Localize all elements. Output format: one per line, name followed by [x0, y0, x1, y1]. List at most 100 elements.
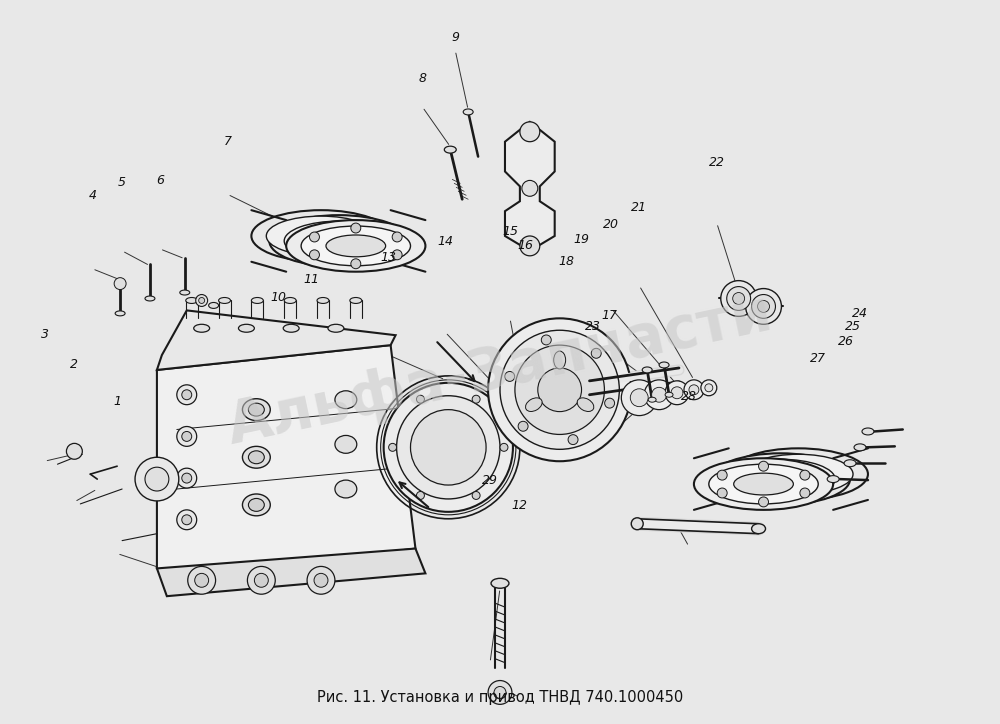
Circle shape: [199, 298, 205, 303]
Circle shape: [727, 287, 751, 311]
Circle shape: [538, 368, 582, 412]
Circle shape: [145, 467, 169, 491]
Ellipse shape: [266, 216, 376, 256]
Text: 5: 5: [118, 176, 126, 189]
Circle shape: [746, 289, 781, 324]
Text: 27: 27: [810, 352, 826, 365]
Ellipse shape: [269, 215, 409, 266]
Circle shape: [177, 468, 197, 488]
Ellipse shape: [248, 451, 264, 463]
Circle shape: [541, 335, 551, 345]
Ellipse shape: [284, 298, 296, 303]
Text: 13: 13: [381, 251, 397, 264]
Circle shape: [494, 686, 506, 699]
Ellipse shape: [711, 453, 850, 505]
Circle shape: [605, 398, 615, 408]
Circle shape: [307, 566, 335, 594]
Text: 15: 15: [502, 224, 518, 237]
Ellipse shape: [631, 518, 643, 530]
Text: 28: 28: [681, 390, 697, 403]
Ellipse shape: [115, 311, 125, 316]
Circle shape: [520, 122, 540, 142]
Circle shape: [254, 573, 268, 587]
Ellipse shape: [659, 362, 669, 368]
Text: 20: 20: [603, 217, 619, 230]
Ellipse shape: [209, 303, 219, 308]
Ellipse shape: [734, 473, 793, 495]
Text: 14: 14: [437, 235, 453, 248]
Ellipse shape: [854, 444, 866, 451]
Circle shape: [515, 345, 604, 434]
Circle shape: [488, 681, 512, 704]
Ellipse shape: [242, 447, 270, 468]
Circle shape: [520, 236, 540, 256]
Circle shape: [522, 180, 538, 196]
Ellipse shape: [145, 296, 155, 301]
Ellipse shape: [248, 498, 264, 511]
Circle shape: [500, 330, 619, 450]
Ellipse shape: [242, 494, 270, 515]
Text: 19: 19: [574, 233, 590, 246]
Ellipse shape: [642, 367, 652, 373]
Text: 29: 29: [482, 474, 498, 487]
Circle shape: [177, 426, 197, 447]
Text: 11: 11: [303, 273, 319, 286]
Circle shape: [752, 295, 775, 319]
Circle shape: [472, 395, 480, 403]
Ellipse shape: [328, 324, 344, 332]
Ellipse shape: [491, 578, 509, 589]
Polygon shape: [157, 549, 425, 596]
Circle shape: [247, 566, 275, 594]
Ellipse shape: [752, 523, 766, 534]
Text: 1: 1: [113, 395, 121, 408]
Circle shape: [309, 232, 319, 242]
Circle shape: [671, 387, 683, 399]
Ellipse shape: [729, 448, 868, 500]
Ellipse shape: [844, 460, 856, 467]
Circle shape: [392, 232, 402, 242]
Ellipse shape: [248, 403, 264, 416]
Circle shape: [759, 461, 768, 471]
Circle shape: [114, 277, 126, 290]
Circle shape: [309, 250, 319, 260]
Circle shape: [652, 387, 667, 403]
Circle shape: [800, 470, 810, 480]
Circle shape: [182, 473, 192, 483]
Ellipse shape: [335, 435, 357, 453]
Circle shape: [591, 348, 601, 358]
Circle shape: [416, 492, 424, 500]
Ellipse shape: [709, 464, 818, 504]
Ellipse shape: [326, 235, 386, 257]
Ellipse shape: [335, 480, 357, 498]
Circle shape: [384, 383, 513, 512]
Circle shape: [800, 488, 810, 498]
Circle shape: [66, 443, 82, 459]
Circle shape: [416, 395, 424, 403]
Circle shape: [630, 389, 648, 407]
Text: 25: 25: [845, 319, 861, 332]
Text: 16: 16: [518, 239, 534, 252]
Circle shape: [195, 573, 209, 587]
Polygon shape: [157, 345, 415, 578]
Ellipse shape: [665, 392, 673, 397]
Ellipse shape: [694, 458, 833, 510]
Ellipse shape: [251, 298, 263, 303]
Ellipse shape: [444, 146, 456, 153]
Circle shape: [397, 396, 500, 499]
Circle shape: [411, 410, 486, 485]
Polygon shape: [505, 122, 555, 251]
Ellipse shape: [463, 109, 473, 115]
Circle shape: [389, 443, 397, 451]
Text: 9: 9: [451, 30, 459, 43]
Ellipse shape: [186, 298, 198, 303]
Ellipse shape: [242, 399, 270, 421]
Circle shape: [505, 371, 515, 382]
Circle shape: [182, 390, 192, 400]
Circle shape: [518, 421, 528, 432]
Circle shape: [665, 381, 689, 405]
Circle shape: [351, 258, 361, 269]
Text: Альфа-Запчасти: Альфа-Запчасти: [222, 285, 778, 455]
Circle shape: [759, 497, 768, 507]
Circle shape: [182, 515, 192, 525]
Ellipse shape: [335, 391, 357, 408]
